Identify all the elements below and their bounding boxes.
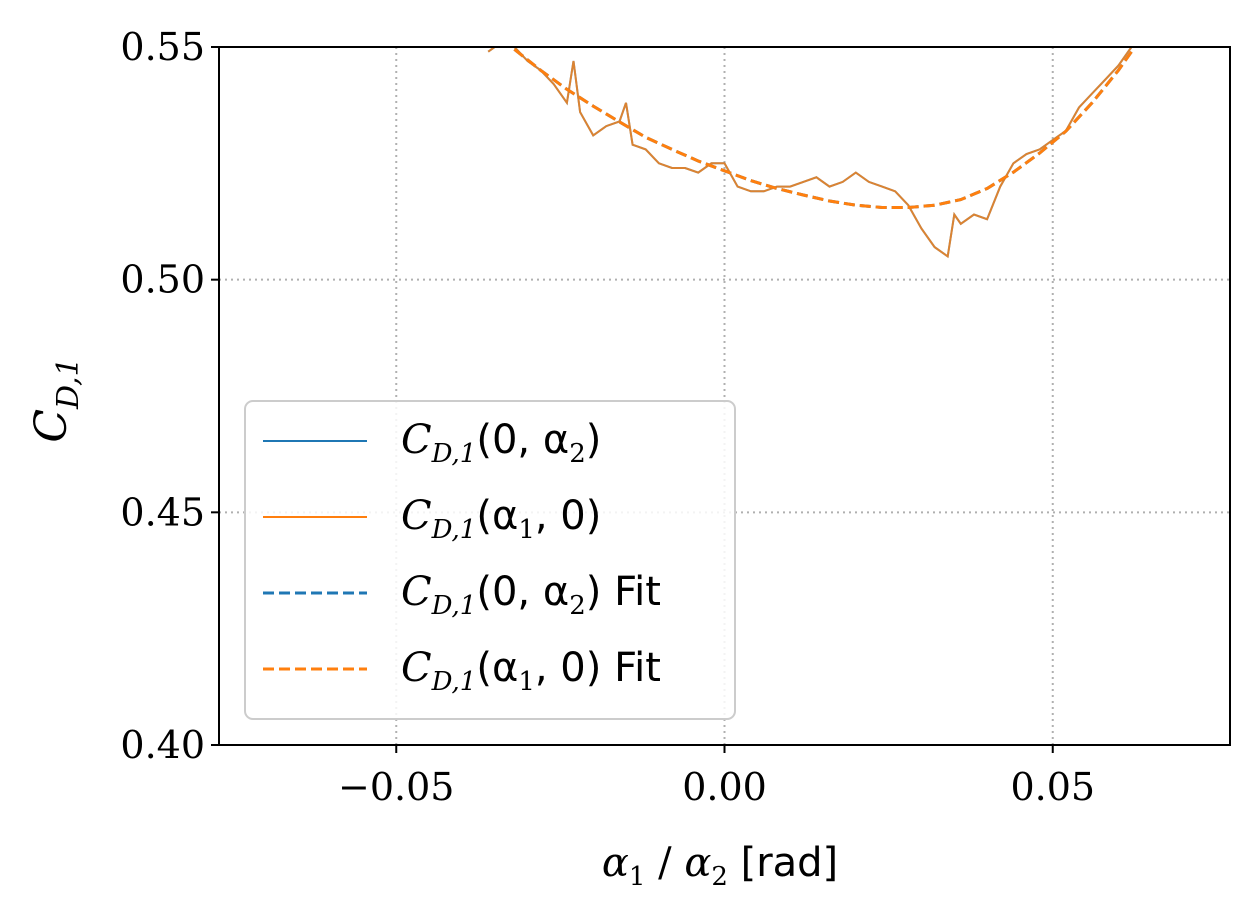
legend-label: CD,1(α1, 0) — [401, 493, 601, 545]
y-tick-label: 0.45 — [120, 490, 205, 534]
y-axis-label-subscript: D,1 — [51, 357, 86, 410]
series-group — [487, 47, 1133, 259]
x-axis-label: α1 / α2 [rad] — [602, 840, 838, 892]
series-line-2 — [487, 47, 1133, 259]
x-tick-label: −0.05 — [338, 765, 454, 809]
x-tick-label: 0.00 — [682, 765, 767, 809]
x-tick-label: 0.05 — [1010, 765, 1095, 809]
legend-label: CD,1(0, α2) — [401, 417, 601, 469]
y-tick-label: 0.40 — [120, 723, 205, 767]
series-line-4 — [513, 48, 1133, 209]
legend-box — [244, 400, 736, 720]
y-tick-label: 0.55 — [120, 25, 205, 69]
legend-label: CD,1(0, α2) Fit — [401, 569, 661, 621]
y-tick-label: 0.50 — [120, 258, 205, 302]
legend-label: CD,1(α1, 0) Fit — [401, 645, 661, 697]
legend: CD,1(0, α2) CD,1(α1, 0) CD,1(0, α2) Fit CD,… — [244, 400, 736, 720]
ticks: −0.05 0.00 0.05 0.40 0.45 0.50 0.55 — [120, 25, 1095, 809]
